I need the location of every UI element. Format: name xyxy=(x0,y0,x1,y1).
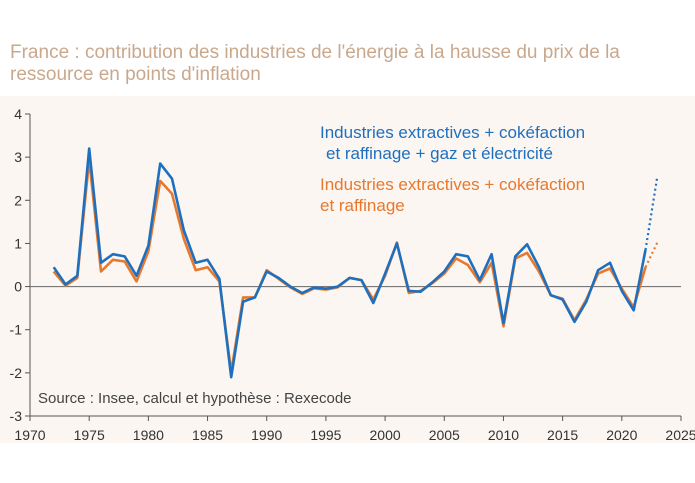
legend: Industries extractives + cokéfaction et … xyxy=(320,123,590,215)
x-tick-label: 2015 xyxy=(547,427,578,443)
x-tick-label: 2000 xyxy=(370,427,401,443)
y-tick-label: 0 xyxy=(14,279,22,295)
x-tick-label: 2005 xyxy=(429,427,460,443)
x-tick-label: 2025 xyxy=(665,427,695,443)
legend-series-2: Industries extractives + cokéfaction et … xyxy=(320,175,590,215)
y-tick-label: -3 xyxy=(10,408,23,424)
x-tick-label: 1995 xyxy=(310,427,341,443)
series-projection-1 xyxy=(644,176,659,251)
x-tick-label: 2010 xyxy=(488,427,519,443)
chart-title: France : contribution des industries de … xyxy=(10,42,620,85)
y-tick-label: 2 xyxy=(14,192,22,208)
legend-series-2-line-1: Industries extractives + cokéfaction xyxy=(320,175,585,194)
y-tick-label: 3 xyxy=(14,149,22,165)
x-tick-label: 1975 xyxy=(74,427,105,443)
y-tick-label: -1 xyxy=(10,322,23,338)
legend-series-1-line-1: Industries extractives + cokéfaction xyxy=(320,123,585,142)
legend-series-2-line-2: et raffinage xyxy=(320,196,405,215)
y-tick-label: 1 xyxy=(14,235,22,251)
legend-series-1: Industries extractives + cokéfaction et … xyxy=(320,123,590,163)
source-note: Source : Insee, calcul et hypothèse : Re… xyxy=(38,390,352,407)
series-line-1 xyxy=(52,147,647,379)
x-tick-label: 1980 xyxy=(133,427,164,443)
x-tick-label: 1985 xyxy=(192,427,223,443)
y-tick-label: 4 xyxy=(14,106,22,122)
series-projection-2 xyxy=(644,242,659,268)
plot-panel xyxy=(0,96,695,443)
legend-series-1-line-2: et raffinage + gaz et électricité xyxy=(326,144,553,163)
x-tick-label: 2020 xyxy=(606,427,637,443)
series-group xyxy=(52,147,659,379)
axes: -3 -2 -1 0 1 2 3 4 1970 1975 1980 1985 1990 1995 2000 2… xyxy=(10,106,695,443)
x-tick-label: 1970 xyxy=(14,427,45,443)
y-tick-label: -2 xyxy=(10,365,23,381)
x-tick-label: 1990 xyxy=(251,427,282,443)
